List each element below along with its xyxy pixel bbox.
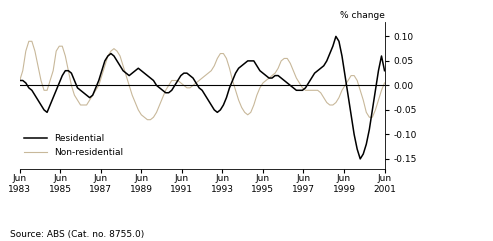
Legend: Residential, Non-residential: Residential, Non-residential [24, 134, 123, 157]
Text: Source: ABS (Cat. no. 8755.0): Source: ABS (Cat. no. 8755.0) [10, 230, 144, 239]
Text: % change: % change [340, 11, 385, 20]
